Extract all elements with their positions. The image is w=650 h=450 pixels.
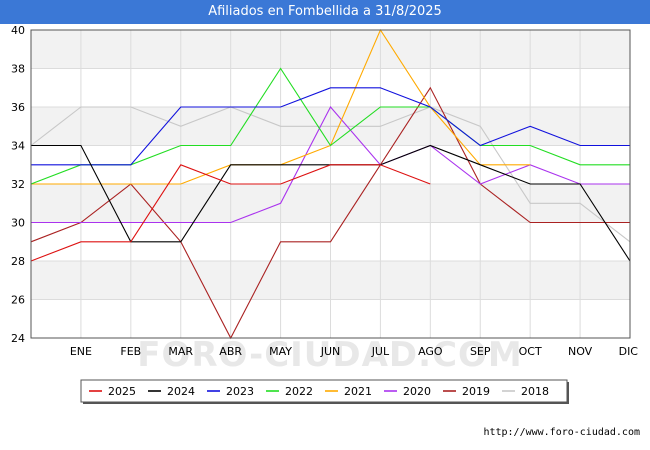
x-tick-label: DIC xyxy=(619,345,639,358)
y-tick-label: 28 xyxy=(11,255,25,268)
x-tick-label: SEP xyxy=(470,345,491,358)
legend-label-2022: 2022 xyxy=(285,385,313,398)
y-tick-label: 24 xyxy=(11,332,25,345)
series-line-2023 xyxy=(31,87,630,166)
x-tick-label: JUL xyxy=(371,345,390,358)
y-tick-label: 38 xyxy=(11,63,25,76)
x-tick-label: AGO xyxy=(418,345,443,358)
legend-label-2025: 2025 xyxy=(108,385,136,398)
legend-label-2020: 2020 xyxy=(403,385,431,398)
x-tick-label: FEB xyxy=(120,345,141,358)
x-tick-label: ENE xyxy=(70,345,92,358)
legend-box xyxy=(80,379,568,403)
legend-label-2019: 2019 xyxy=(462,385,490,398)
legend-label-2021: 2021 xyxy=(344,385,372,398)
y-tick-label: 34 xyxy=(11,140,25,153)
chart-title: Afiliados en Fombellida a 31/8/2025 xyxy=(0,0,650,24)
series-lines xyxy=(30,28,631,340)
legend-label-2023: 2023 xyxy=(226,385,254,398)
legend-label-2018: 2018 xyxy=(521,385,549,398)
series-line-2018 xyxy=(30,106,631,243)
x-tick-label: NOV xyxy=(568,345,593,358)
watermark: FORO-CIUDAD.COM xyxy=(137,335,523,375)
source-url: http://www.foro-ciudad.com xyxy=(483,427,640,438)
y-tick-label: 32 xyxy=(11,178,25,191)
x-tick-label: MAR xyxy=(168,345,193,358)
y-tick-label: 30 xyxy=(11,217,25,230)
y-axis-ticks: 24 26 28 30 32 34 36 38 40 xyxy=(11,24,25,345)
y-tick-label: 40 xyxy=(11,24,25,37)
legend-label-2024: 2024 xyxy=(167,385,195,398)
x-tick-label: OCT xyxy=(519,345,542,358)
y-tick-label: 36 xyxy=(11,101,25,114)
series-line-2025 xyxy=(30,164,431,262)
x-tick-label: JUN xyxy=(320,345,341,358)
legend: 2025 2024 2023 2022 2021 2020 2019 2018 xyxy=(80,379,569,404)
x-axis-ticks: ENE FEB MAR ABR MAY JUN JUL AGO SEP OCT NOV DIC xyxy=(70,345,638,358)
x-tick-label: MAY xyxy=(269,345,292,358)
y-tick-label: 26 xyxy=(11,294,25,307)
plot-frame xyxy=(30,29,631,339)
x-tick-label: ABR xyxy=(219,345,242,358)
